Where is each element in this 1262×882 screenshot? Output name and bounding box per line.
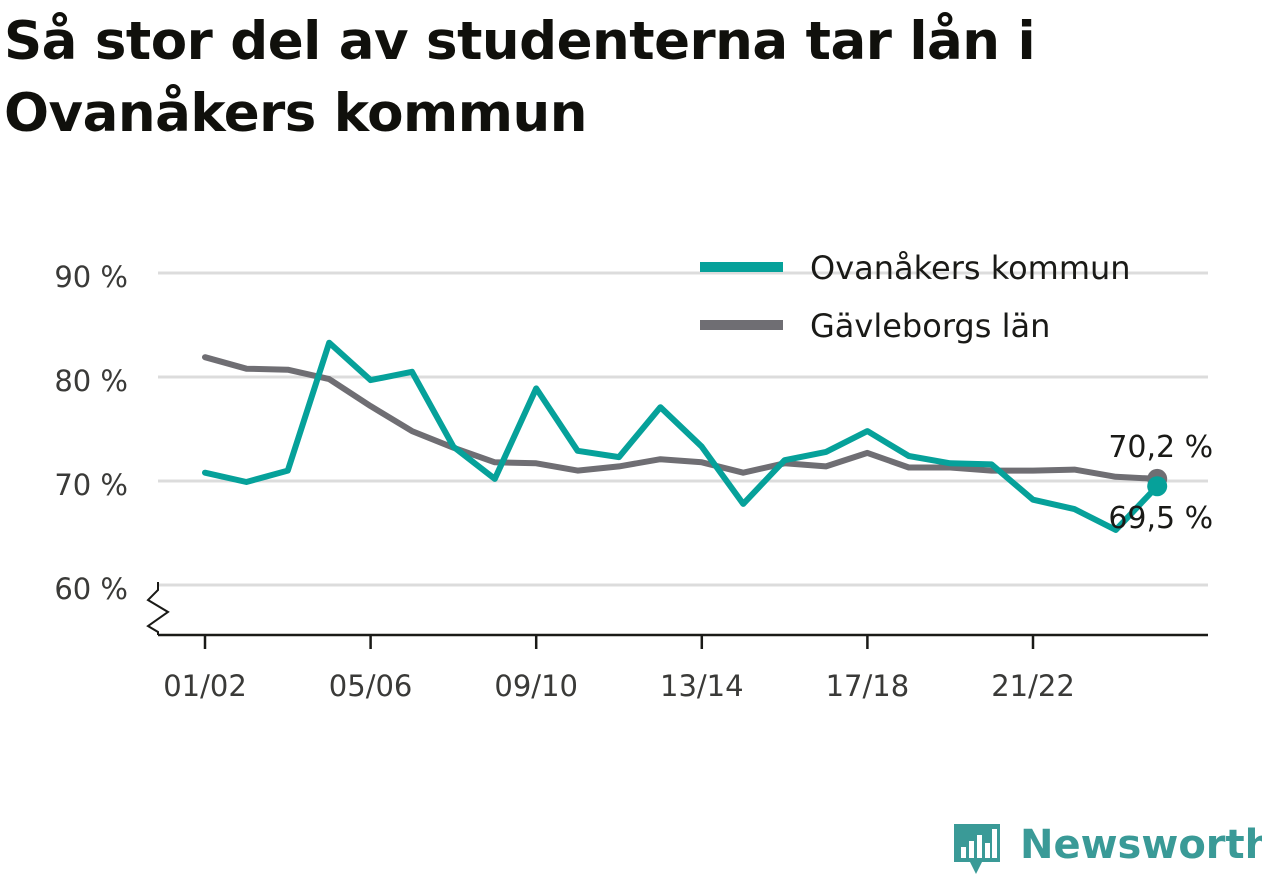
y-tick-label: 90 % (54, 260, 128, 294)
x-tick-label: 05/06 (329, 669, 413, 703)
brand-logo[interactable]: Newsworthy (950, 818, 1262, 878)
legend-label: Gävleborgs län (810, 307, 1050, 345)
x-tick-label: 21/22 (991, 669, 1075, 703)
series-end-label: 69,5 % (1108, 501, 1213, 536)
legend-swatch (700, 262, 783, 272)
legend-label: Ovanåkers kommun (810, 249, 1131, 287)
x-tick-label: 17/18 (826, 669, 910, 703)
y-tick-label: 60 % (54, 572, 128, 606)
legend-swatch (700, 320, 783, 330)
x-tick-label: 01/02 (163, 669, 247, 703)
brand-name: Newsworthy (1020, 822, 1262, 868)
series-line (202, 354, 1161, 482)
y-tick-label: 70 % (54, 468, 128, 502)
series-line (202, 339, 1161, 533)
series-end-point (1147, 476, 1168, 497)
line-chart: 60 % 70 % 80 % 90 % 01/02 05/06 09/10 13/14 17/1… (54, 249, 1213, 703)
y-tick-label: 80 % (54, 364, 128, 398)
x-tick-label: 09/10 (494, 669, 578, 703)
x-tick-label: 13/14 (660, 669, 744, 703)
newsworthy-logo-icon (954, 824, 1000, 874)
y-axis-break (146, 582, 170, 635)
chart-title: Så stor del av studenterna tar lån i Ova… (4, 11, 1036, 144)
series-end-label: 70,2 % (1108, 430, 1213, 465)
